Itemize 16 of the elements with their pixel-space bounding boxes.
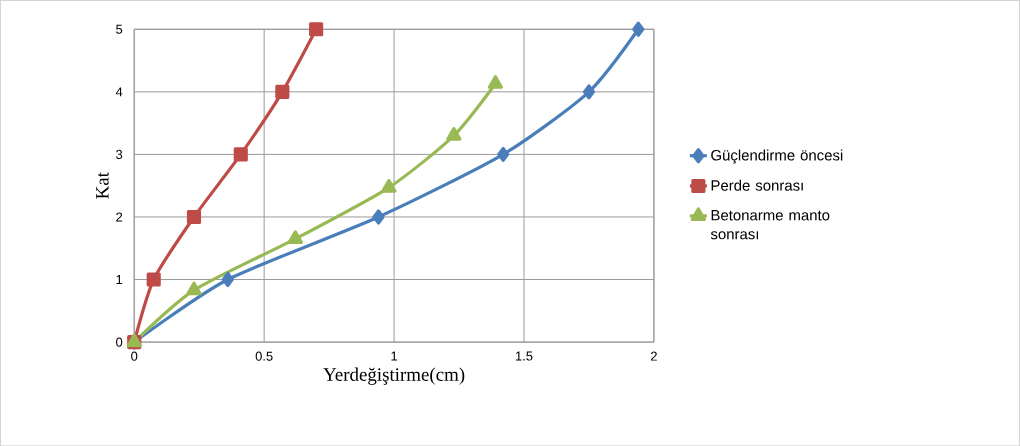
y-tick-label: 5	[116, 24, 123, 34]
legend-label: Perde sonrası	[711, 179, 803, 191]
x-tick-label: 1.5	[515, 351, 533, 361]
legend-label: Betonarme manto sonrası	[710, 209, 830, 240]
legend-label: Güçlendirme öncesi	[711, 149, 843, 164]
y-tick-label: 3	[116, 149, 123, 159]
y-tick-label: 0	[116, 337, 123, 347]
y-tick-label: 4	[115, 87, 123, 97]
x-axis-title: Yerdeğiştirme(cm)	[323, 367, 465, 385]
x-tick-label: 0.5	[255, 351, 273, 361]
x-tick-label: 1	[391, 351, 398, 361]
x-tick-label: 0	[131, 351, 138, 361]
y-axis-title: Kat	[96, 171, 109, 199]
y-tick-label: 2	[116, 212, 123, 222]
y-tick-label: 1	[116, 274, 123, 284]
x-tick-label: 2	[650, 351, 657, 361]
